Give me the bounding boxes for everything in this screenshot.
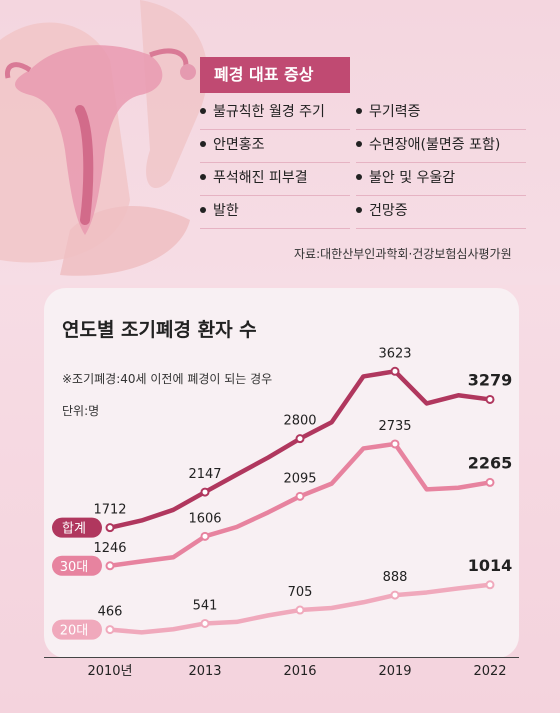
bullet-icon [200,174,206,180]
x-axis-line [44,657,519,658]
x-tick-label: 2022 [473,664,506,679]
symptom-item: 푸석해진 피부결 [200,162,350,196]
data-label: 705 [288,585,313,600]
data-point [390,590,400,600]
data-point [485,394,495,404]
source-note: 자료:대한산부인과학회·건강보험심사평가원 [294,247,512,261]
bullet-icon [356,174,362,180]
series-tag-label: 30대 [60,560,89,575]
data-point [485,580,495,590]
symptom-item: 무기력증 [356,96,526,130]
data-point [295,491,305,501]
data-label: 888 [383,570,408,585]
hero-illustration [0,0,560,285]
bullet-icon [356,207,362,213]
x-tick-label: 2016 [283,664,316,679]
data-label: 1246 [93,541,126,556]
data-label: 2147 [188,467,221,482]
bullet-icon [200,141,206,147]
series-tag-label: 합계 [62,522,86,537]
series-line-1 [107,441,493,569]
x-tick-label: 2010년 [87,664,132,679]
symptom-item: 건망증 [356,195,526,229]
data-point [200,531,210,541]
data-point [295,605,305,615]
data-label: 3279 [468,370,513,389]
chart-note: ※조기폐경:40세 이전에 폐경이 되는 경우 [62,372,273,386]
hands-uterus-illustration [0,0,560,285]
chart-title: 연도별 조기폐경 환자 수 [62,319,257,341]
data-label: 2800 [283,414,316,429]
data-label: 466 [98,605,123,620]
data-point [390,439,400,449]
data-point [390,366,400,376]
data-label: 1014 [468,556,513,575]
data-point [200,487,210,497]
symptom-item: 수면장애(불면증 포함) [356,129,526,163]
data-label: 2735 [378,419,411,434]
bullet-icon [200,108,206,114]
x-tick-label: 2013 [188,664,221,679]
bullet-icon [200,207,206,213]
series-tag-label: 20대 [60,624,89,639]
data-point [105,523,115,533]
data-point [105,561,115,571]
symptom-item: 안면홍조 [200,129,350,163]
series-line-0 [107,369,493,530]
series-tag-bg [52,517,102,538]
symptom-item: 불안 및 우울감 [356,162,526,196]
data-label: 3623 [378,346,411,361]
data-point [200,618,210,628]
data-label: 541 [193,598,218,613]
x-tick-label: 2019 [378,664,411,679]
data-label: 1712 [93,503,126,518]
data-label: 1606 [188,511,221,526]
symptom-item: 발한 [200,195,350,229]
data-point [485,477,495,487]
symptoms-title: 폐경 대표 증상 [200,57,350,93]
chart-card [44,288,519,658]
data-point [105,625,115,635]
bullet-icon [356,141,362,147]
symptom-item: 불규칙한 월경 주기 [200,96,350,130]
chart-unit: 단위:명 [62,404,100,418]
series-tag-bg [52,555,102,576]
data-label: 2095 [283,471,316,486]
series-tag-bg [52,619,102,640]
data-point [295,434,305,444]
bullet-icon [356,108,362,114]
data-label: 2265 [468,453,513,472]
